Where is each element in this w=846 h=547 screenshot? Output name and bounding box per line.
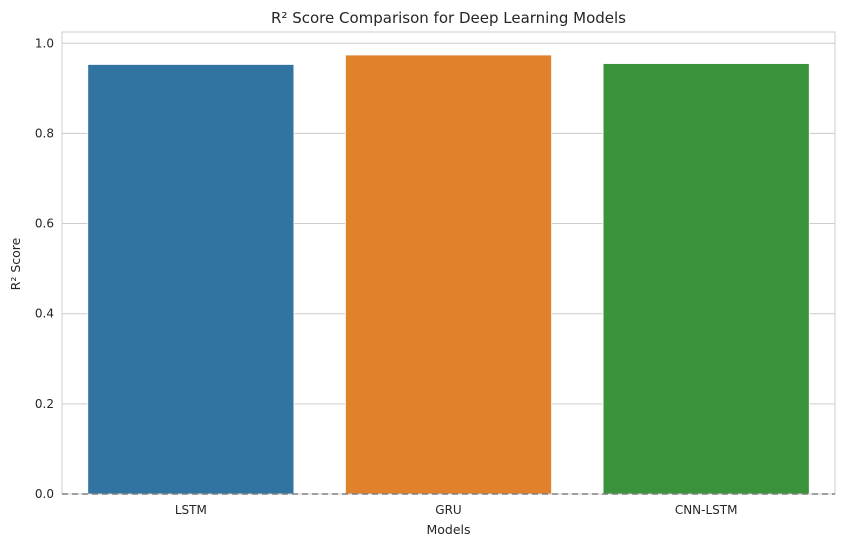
x-tick-label: GRU (435, 503, 461, 517)
y-tick-label: 1.0 (35, 36, 54, 50)
y-tick-label: 0.6 (35, 217, 54, 231)
y-tick-label: 0.4 (35, 307, 54, 321)
y-axis-title: R² Score (8, 237, 23, 290)
y-tick-label: 0.8 (35, 126, 54, 140)
x-tick-label: CNN-LSTM (675, 503, 738, 517)
plot-frame (61, 31, 836, 495)
bar-cnn-lstm (602, 63, 810, 495)
x-axis-title: Models (426, 522, 470, 537)
bar-lstm (87, 64, 295, 495)
y-tick-label: 0.2 (35, 397, 54, 411)
y-tick-label: 0.0 (35, 487, 54, 501)
plot-area: 0.0 0.2 0.4 0.6 0.8 1.0 LSTM GRU CNN-LSTM (35, 31, 836, 517)
x-tick-label: LSTM (175, 503, 207, 517)
chart-title: R² Score Comparison for Deep Learning Mo… (271, 9, 626, 27)
bar-gru (345, 54, 552, 495)
